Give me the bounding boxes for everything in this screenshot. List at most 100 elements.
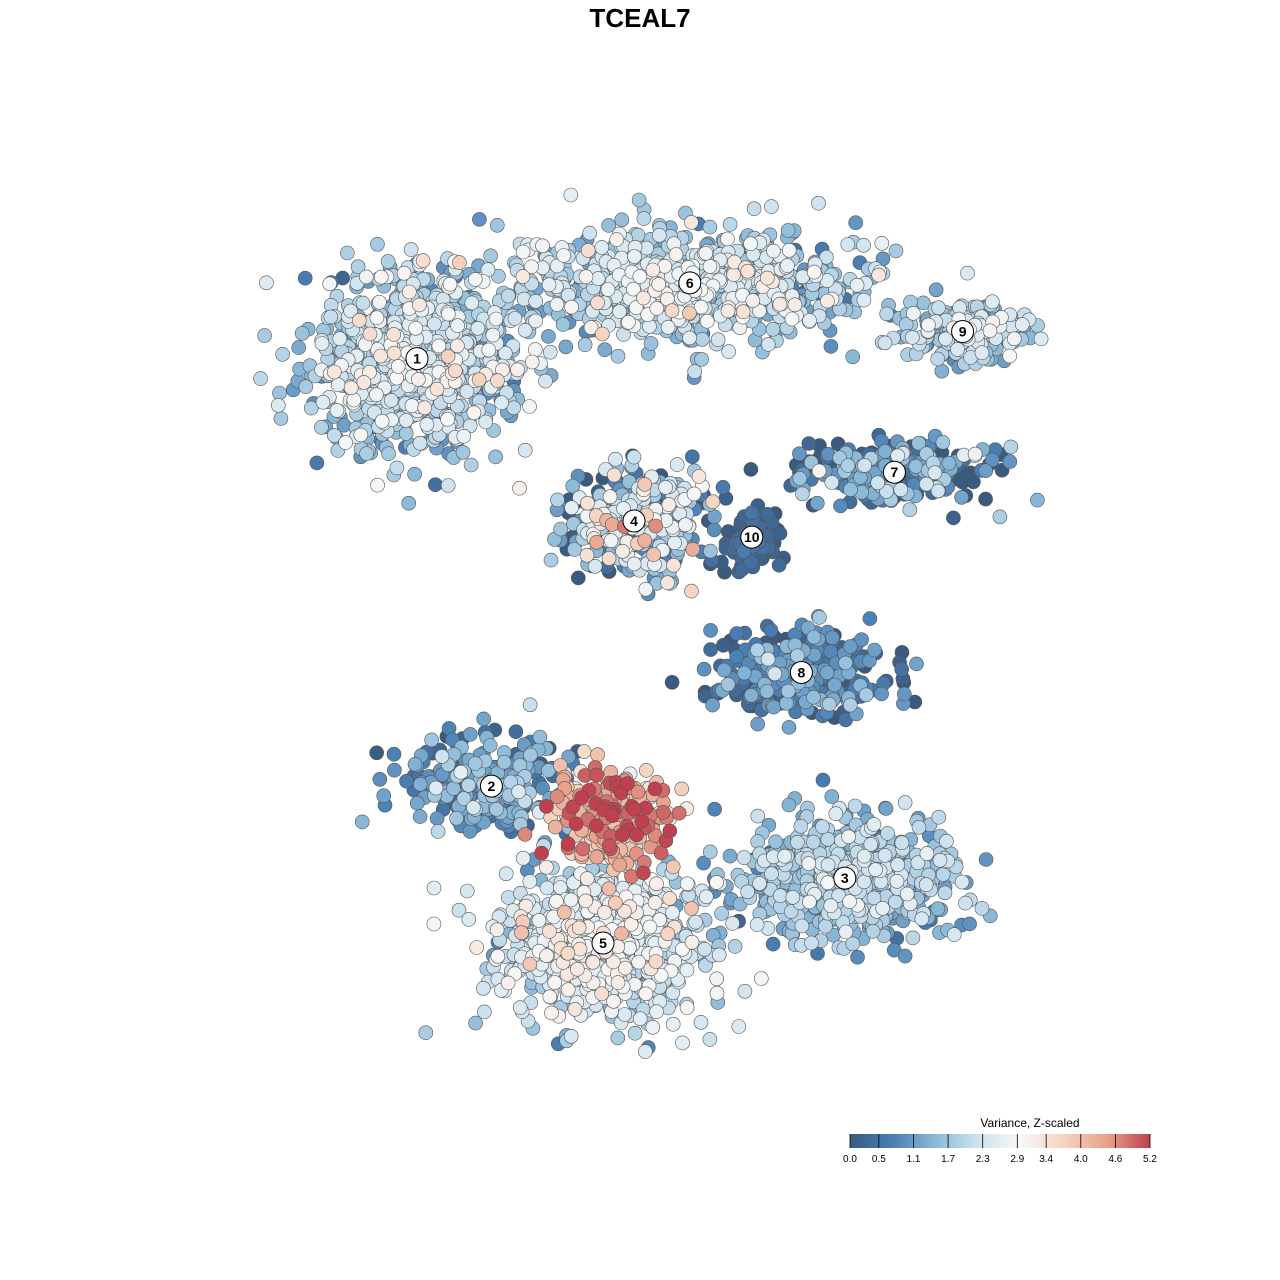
data-point <box>838 924 854 940</box>
data-point <box>517 442 533 458</box>
data-point <box>842 697 858 713</box>
data-point <box>780 223 796 238</box>
data-point <box>326 364 342 380</box>
data-point <box>715 479 731 495</box>
data-point <box>678 517 693 533</box>
data-point <box>765 936 781 952</box>
data-point <box>847 798 863 814</box>
data-point <box>600 282 616 297</box>
data-point <box>919 476 934 492</box>
data-point <box>631 192 647 208</box>
data-point <box>407 756 423 772</box>
data-point <box>745 293 761 308</box>
data-point <box>462 824 478 839</box>
data-point <box>645 1020 661 1035</box>
data-point <box>960 265 975 281</box>
data-point <box>842 894 857 909</box>
data-point <box>856 238 871 253</box>
data-point <box>686 486 702 502</box>
data-point <box>372 771 388 787</box>
data-point <box>373 269 389 285</box>
data-point <box>636 211 652 226</box>
data-point <box>823 339 839 354</box>
data-point <box>740 884 755 900</box>
data-point <box>434 749 450 764</box>
data-point <box>889 873 905 889</box>
data-point <box>877 848 893 863</box>
data-point <box>440 478 456 493</box>
data-point <box>682 330 697 346</box>
data-point <box>819 665 835 681</box>
data-point <box>380 254 396 269</box>
data-point <box>684 449 700 465</box>
data-point <box>651 228 667 243</box>
data-point <box>647 895 663 910</box>
data-point <box>858 687 874 703</box>
data-point <box>651 276 667 292</box>
data-point <box>275 346 290 362</box>
data-point <box>694 352 709 367</box>
data-point <box>818 918 833 934</box>
data-point <box>879 306 895 322</box>
data-point <box>610 975 626 990</box>
data-point <box>766 699 782 715</box>
data-point <box>643 336 659 351</box>
data-point <box>760 337 776 352</box>
data-point <box>820 875 836 891</box>
data-point <box>954 874 970 890</box>
data-point <box>372 294 387 310</box>
data-point <box>609 232 625 247</box>
data-point <box>558 339 574 355</box>
data-point <box>569 961 585 977</box>
data-point <box>294 325 310 341</box>
data-point <box>752 876 767 891</box>
data-point <box>937 885 953 901</box>
data-point <box>736 665 752 681</box>
data-point <box>899 886 915 902</box>
data-point <box>721 344 737 359</box>
data-point <box>750 834 766 849</box>
data-point <box>820 293 835 309</box>
data-point <box>918 877 934 893</box>
data-point <box>485 327 501 343</box>
data-point <box>967 446 983 462</box>
data-point <box>874 236 890 251</box>
data-point <box>780 258 795 273</box>
data-point <box>845 349 861 365</box>
data-point <box>407 466 422 482</box>
data-point <box>563 1029 579 1044</box>
data-point <box>866 817 882 832</box>
data-point <box>498 866 514 882</box>
data-point <box>801 436 817 451</box>
data-point <box>877 335 893 351</box>
data-point <box>523 747 538 763</box>
data-point <box>355 295 371 311</box>
data-point <box>442 276 458 292</box>
data-point <box>1002 348 1018 364</box>
data-point <box>792 471 808 486</box>
data-point <box>511 784 526 800</box>
data-point <box>919 846 935 861</box>
data-point <box>811 195 826 211</box>
data-point <box>897 795 913 810</box>
data-point <box>759 506 775 522</box>
data-point <box>935 867 951 882</box>
data-point <box>743 236 758 251</box>
data-point <box>765 321 781 337</box>
data-point <box>833 498 848 514</box>
data-point <box>932 852 948 868</box>
data-point <box>440 411 455 427</box>
data-point <box>597 342 613 358</box>
data-point <box>621 314 636 330</box>
data-point <box>737 983 753 999</box>
data-point <box>638 581 654 597</box>
data-point <box>711 947 727 963</box>
data-point <box>767 666 783 682</box>
data-point <box>459 883 475 899</box>
data-point <box>958 895 973 911</box>
data-point <box>764 866 779 882</box>
data-point <box>703 642 718 657</box>
data-point <box>510 362 525 378</box>
data-point <box>736 850 752 865</box>
data-point <box>714 906 729 921</box>
